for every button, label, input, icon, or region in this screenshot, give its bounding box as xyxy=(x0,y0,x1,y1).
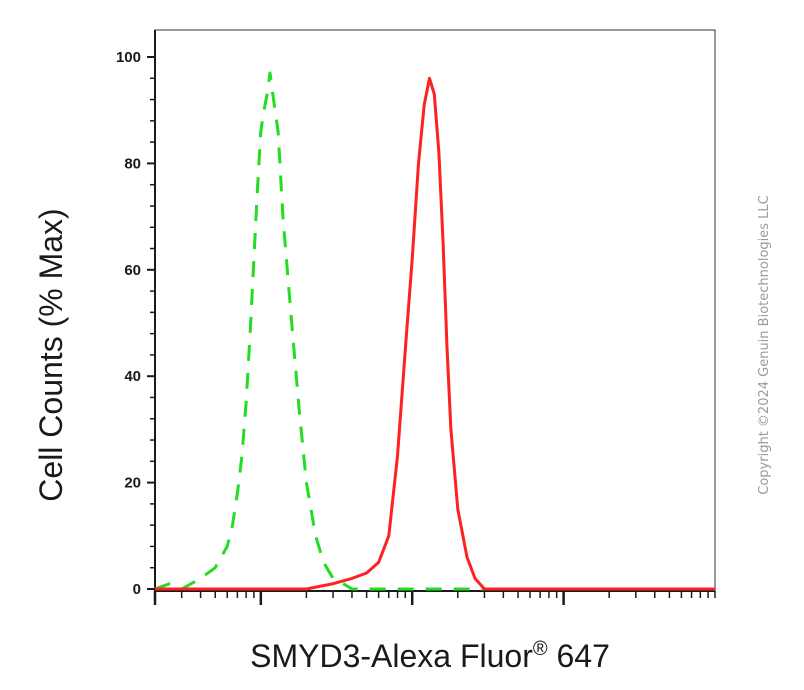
series-line-smyd3-solid xyxy=(155,76,715,591)
y-tick-label: 20 xyxy=(124,475,141,492)
y-tick-label: 40 xyxy=(124,368,141,385)
x-ticks xyxy=(153,591,716,605)
x-axis-title-main: SMYD3-Alexa Fluor xyxy=(250,638,533,674)
y-axis-title: Cell Counts (% Max) xyxy=(33,208,69,501)
series-layer xyxy=(154,71,715,591)
x-axis-title-superscript: ® xyxy=(533,638,548,660)
y-tick-label: 80 xyxy=(124,155,141,172)
y-tick-label: 60 xyxy=(124,262,141,279)
x-axis-title: SMYD3-Alexa Fluor® 647 xyxy=(250,638,610,674)
x-axis-title-suffix: 647 xyxy=(548,638,610,674)
y-ticks: 0 20 40 60 80 100 xyxy=(116,49,155,598)
copyright-watermark: Copyright ©2024 Genuin Biotechnologies L… xyxy=(757,195,772,494)
y-tick-label: 0 xyxy=(133,581,141,598)
series-line-control-dashed xyxy=(154,71,715,591)
y-tick-label: 100 xyxy=(116,49,141,66)
